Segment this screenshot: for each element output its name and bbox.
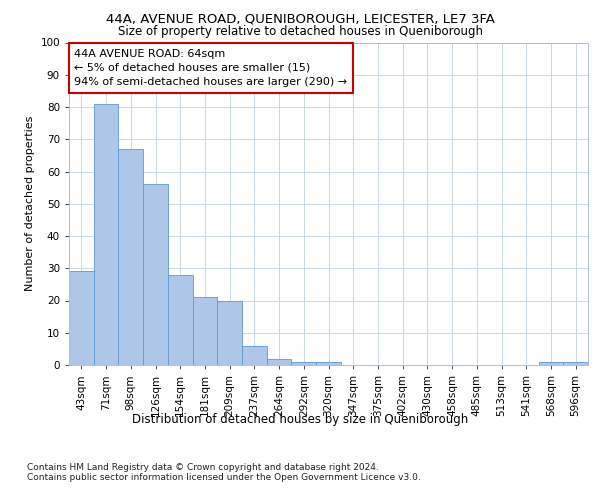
Bar [563, 362, 588, 365]
Text: Contains HM Land Registry data © Crown copyright and database right 2024.
Contai: Contains HM Land Registry data © Crown c… [27, 462, 421, 482]
Bar [316, 362, 341, 365]
Bar [118, 149, 143, 365]
Y-axis label: Number of detached properties: Number of detached properties [25, 116, 35, 292]
Text: Distribution of detached houses by size in Queniborough: Distribution of detached houses by size … [132, 412, 468, 426]
Bar [193, 298, 217, 365]
Bar [539, 362, 563, 365]
Text: Size of property relative to detached houses in Queniborough: Size of property relative to detached ho… [118, 25, 482, 38]
Bar [94, 104, 118, 365]
Bar [69, 272, 94, 365]
Bar [242, 346, 267, 365]
Bar [292, 362, 316, 365]
Bar [168, 274, 193, 365]
Bar [217, 300, 242, 365]
Bar [143, 184, 168, 365]
Bar [267, 358, 292, 365]
Text: 44A AVENUE ROAD: 64sqm
← 5% of detached houses are smaller (15)
94% of semi-deta: 44A AVENUE ROAD: 64sqm ← 5% of detached … [74, 49, 347, 87]
Text: 44A, AVENUE ROAD, QUENIBOROUGH, LEICESTER, LE7 3FA: 44A, AVENUE ROAD, QUENIBOROUGH, LEICESTE… [106, 12, 494, 26]
